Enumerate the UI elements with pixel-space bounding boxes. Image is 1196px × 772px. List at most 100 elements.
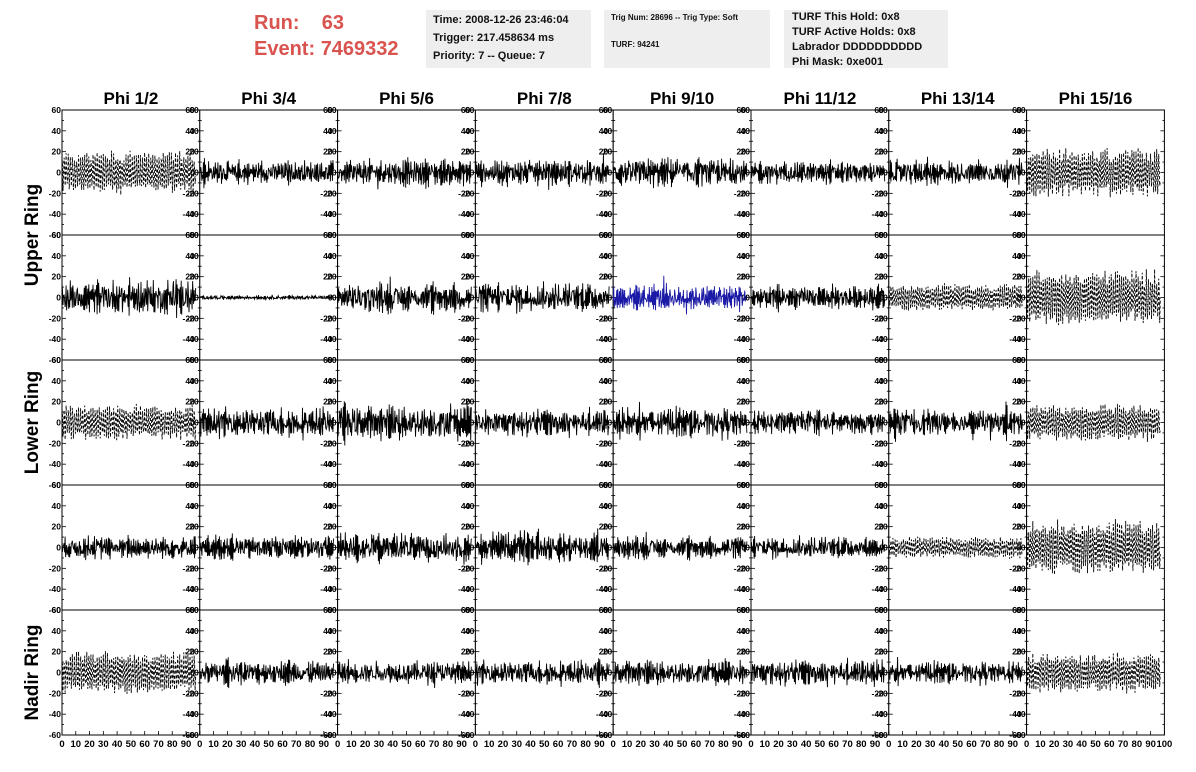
- y-tick-label-right: 20: [599, 397, 609, 407]
- y-tick-label: 0: [56, 168, 61, 178]
- x-tick-label: 10: [622, 739, 633, 750]
- y-tick-label: -40: [462, 709, 475, 719]
- waveform-panel: [61, 109, 201, 236]
- y-tick-label-right: 20: [737, 397, 747, 407]
- y-tick-label: 0: [883, 293, 888, 303]
- y-tick-label-right: 60: [737, 605, 747, 615]
- y-tick-label-right: 40: [461, 626, 471, 636]
- y-tick-label-right: 60: [461, 355, 471, 365]
- y-tick-label-right: 60: [874, 105, 884, 115]
- y-tick-label-right: 60: [323, 230, 333, 240]
- x-tick-label: 60: [415, 739, 426, 750]
- y-tick-label-right: 60: [599, 230, 609, 240]
- y-tick-label-right: 20: [461, 522, 471, 532]
- x-tick-label: 80: [167, 739, 178, 750]
- y-tick-label: 0: [607, 293, 612, 303]
- column-header: Phi 9/10: [650, 89, 714, 108]
- y-tick-label-right: -60: [734, 730, 747, 740]
- x-tick-label: 50: [126, 739, 137, 750]
- y-tick-label: 20: [603, 397, 613, 407]
- y-tick-label-right: 20: [874, 397, 884, 407]
- y-tick-label: 40: [1016, 626, 1026, 636]
- waveform-trace: [750, 657, 886, 688]
- y-tick-label: 20: [189, 522, 199, 532]
- y-tick-label-right: 60: [599, 105, 609, 115]
- y-tick-label: 60: [1016, 355, 1026, 365]
- x-tick-label: 60: [139, 739, 150, 750]
- y-tick-label-right: 40: [185, 501, 195, 511]
- y-tick-label: 0: [1021, 293, 1026, 303]
- waveform-trace: [612, 531, 748, 561]
- y-tick-label: -40: [324, 584, 337, 594]
- x-tick-label: 50: [539, 739, 550, 750]
- waveform-trace: [474, 658, 610, 688]
- x-tick-label: 90: [594, 739, 605, 750]
- y-tick-label: -20: [600, 188, 613, 198]
- y-tick-label: 40: [878, 626, 888, 636]
- y-tick-label: 20: [1016, 272, 1026, 282]
- y-tick-label: -20: [738, 438, 751, 448]
- y-tick-label: -20: [187, 313, 200, 323]
- y-tick-label: 60: [603, 355, 613, 365]
- y-tick-label-right: -40: [183, 334, 196, 344]
- run-event-block: Run: 63 Event: 7469332: [254, 10, 399, 62]
- x-tick-label: 20: [498, 739, 509, 750]
- y-tick-label: -60: [462, 730, 475, 740]
- y-tick-label: 40: [52, 501, 62, 511]
- y-tick-label: 60: [465, 355, 475, 365]
- y-tick-label: -20: [738, 313, 751, 323]
- y-tick-label: 40: [603, 251, 613, 261]
- y-tick-label: 0: [56, 543, 61, 553]
- y-tick-label: -20: [324, 688, 337, 698]
- y-tick-label: 60: [189, 605, 199, 615]
- ring-label: Upper Ring: [22, 184, 43, 286]
- x-tick-label: 0: [335, 739, 340, 750]
- waveform-trace: [199, 533, 334, 561]
- y-tick-label-right: -40: [1009, 709, 1022, 719]
- y-tick-label-right: -20: [320, 313, 333, 323]
- y-tick-label: 40: [327, 376, 337, 386]
- y-tick-label: 40: [603, 501, 613, 511]
- y-tick-label: 0: [332, 168, 337, 178]
- y-tick-label: -20: [600, 438, 613, 448]
- y-tick-label: -20: [1013, 438, 1026, 448]
- y-tick-label-right: -40: [458, 459, 471, 469]
- y-tick-label-right: 40: [874, 626, 884, 636]
- y-tick-label-right: 20: [1012, 147, 1022, 157]
- waveform-trace: [750, 409, 886, 437]
- waveform-trace: [612, 658, 748, 687]
- y-tick-label: -40: [49, 334, 62, 344]
- y-tick-label-right: -60: [458, 730, 471, 740]
- y-tick-label: 60: [465, 230, 475, 240]
- column-header: Phi 1/2: [103, 89, 158, 108]
- y-tick-label-right: 40: [874, 501, 884, 511]
- y-tick-label: -20: [462, 313, 475, 323]
- run-value: 63: [321, 12, 345, 34]
- y-tick-label-right: 20: [323, 647, 333, 657]
- y-tick-label: 60: [878, 355, 888, 365]
- y-tick-label-right: 40: [599, 126, 609, 136]
- y-tick-label-right: 40: [1012, 626, 1022, 636]
- y-tick-label: 20: [465, 272, 475, 282]
- y-tick-label: 40: [465, 376, 475, 386]
- y-tick-label: -20: [324, 438, 337, 448]
- y-tick-label: 20: [878, 522, 888, 532]
- y-tick-label: -60: [876, 730, 889, 740]
- y-tick-label: 0: [56, 418, 61, 428]
- x-tick-label: 30: [925, 739, 936, 750]
- waveform-trace: [337, 659, 472, 689]
- y-tick-label: 20: [741, 397, 751, 407]
- y-tick-label: -20: [324, 188, 337, 198]
- y-tick-label: -20: [600, 563, 613, 573]
- x-tick-label: 40: [1076, 739, 1087, 750]
- y-tick-label: 20: [52, 272, 62, 282]
- y-tick-label: -40: [738, 334, 751, 344]
- y-tick-label: -40: [738, 709, 751, 719]
- y-tick-label-right: 20: [737, 147, 747, 157]
- y-tick-label-right: -20: [1009, 188, 1022, 198]
- y-tick-label: 0: [1021, 418, 1026, 428]
- y-tick-label-right: 60: [599, 355, 609, 365]
- y-tick-label: 60: [189, 480, 199, 490]
- x-tick-label: 80: [856, 739, 867, 750]
- y-tick-label: 0: [470, 543, 475, 553]
